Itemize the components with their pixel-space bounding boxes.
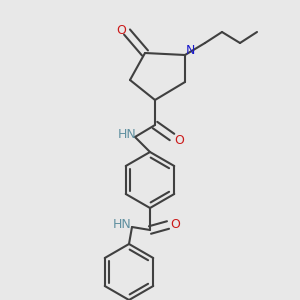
Text: O: O (116, 23, 126, 37)
Text: O: O (174, 134, 184, 146)
Text: N: N (185, 44, 195, 56)
Text: HN: HN (118, 128, 136, 142)
Text: O: O (170, 218, 180, 232)
Text: HN: HN (112, 218, 131, 232)
